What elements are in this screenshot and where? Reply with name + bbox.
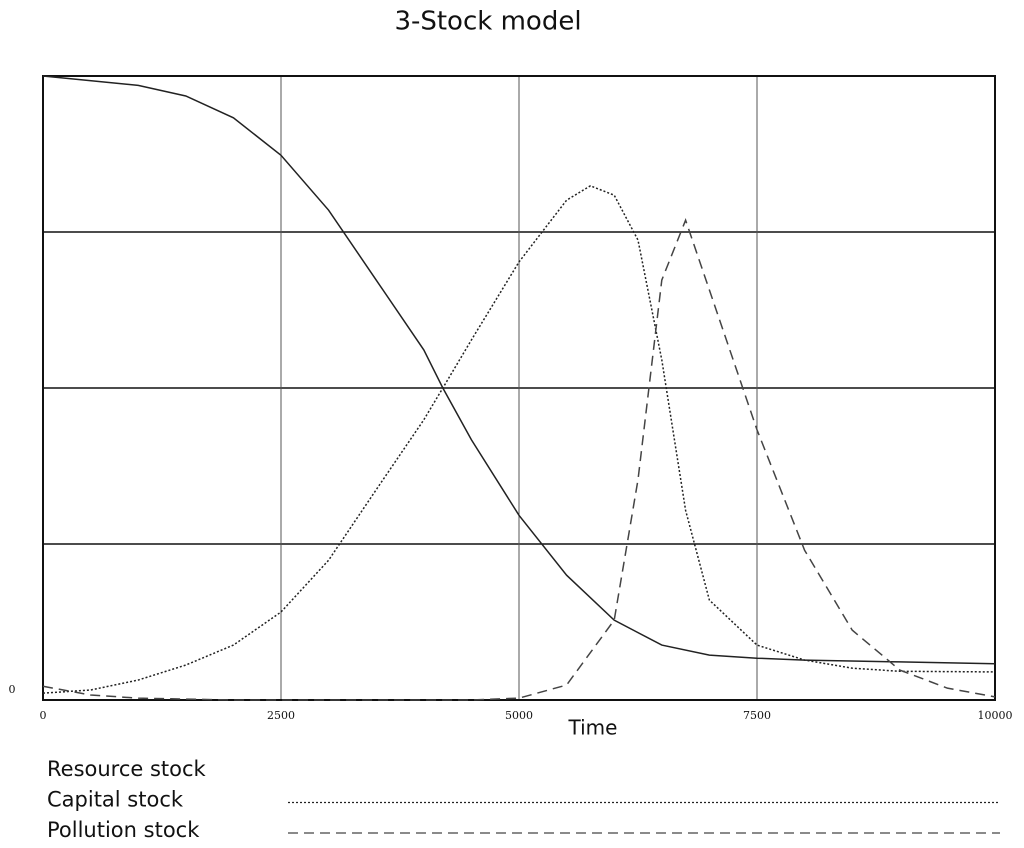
x-tick-label: 7500 xyxy=(743,709,771,722)
x-tick-label: 0 xyxy=(40,709,47,722)
chart-title: 3-Stock model xyxy=(394,7,581,37)
series-line xyxy=(42,217,996,701)
plot-frame xyxy=(42,75,996,701)
legend-label: Resource stock xyxy=(47,757,207,781)
x-axis-label: Time xyxy=(568,716,618,740)
y-tick-label: 0 xyxy=(9,683,16,696)
legend-label: Capital stock xyxy=(47,788,184,812)
x-tick-label: 2500 xyxy=(267,709,295,722)
series-line xyxy=(42,184,996,694)
series-line xyxy=(42,75,996,665)
legend-label: Pollution stock xyxy=(47,818,200,842)
x-tick-label: 5000 xyxy=(505,709,533,722)
x-tick-label: 10000 xyxy=(978,709,1013,722)
